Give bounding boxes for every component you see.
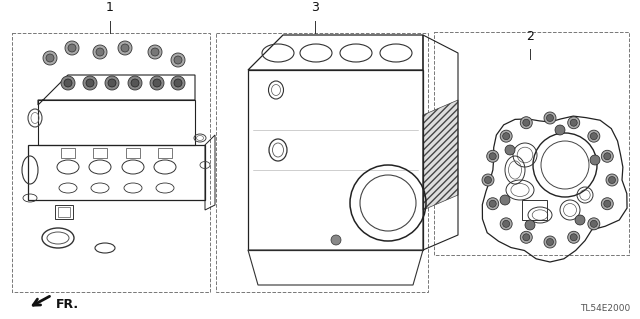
Circle shape [486, 198, 499, 210]
Circle shape [604, 153, 611, 160]
Circle shape [523, 119, 530, 126]
Circle shape [547, 239, 554, 246]
Text: 1: 1 [106, 1, 114, 14]
Bar [216, 33, 428, 292]
Text: 3: 3 [311, 1, 319, 14]
Circle shape [151, 48, 159, 56]
Circle shape [482, 174, 494, 186]
Circle shape [544, 112, 556, 124]
Circle shape [555, 125, 565, 135]
Circle shape [590, 155, 600, 165]
Circle shape [128, 76, 142, 90]
Circle shape [602, 150, 613, 162]
Bar [434, 32, 629, 255]
Text: TL54E2000: TL54E2000 [580, 304, 630, 313]
Circle shape [606, 174, 618, 186]
Bar [126, 148, 140, 158]
Circle shape [118, 41, 132, 55]
Circle shape [108, 79, 116, 87]
Circle shape [96, 48, 104, 56]
Circle shape [43, 51, 57, 65]
Circle shape [570, 234, 577, 241]
Circle shape [68, 44, 76, 52]
Circle shape [525, 220, 535, 230]
Circle shape [588, 130, 600, 142]
Circle shape [331, 235, 341, 245]
Circle shape [602, 198, 613, 210]
Bar [58, 207, 70, 217]
Bar [61, 148, 75, 158]
Circle shape [609, 176, 616, 183]
Circle shape [105, 76, 119, 90]
Circle shape [590, 133, 597, 140]
Circle shape [83, 76, 97, 90]
Circle shape [500, 130, 512, 142]
Circle shape [500, 195, 510, 205]
Circle shape [590, 220, 597, 227]
Circle shape [64, 79, 72, 87]
Text: 2: 2 [526, 30, 534, 43]
Circle shape [500, 218, 512, 230]
Circle shape [86, 79, 94, 87]
Circle shape [93, 45, 107, 59]
Circle shape [575, 215, 585, 225]
Circle shape [486, 150, 499, 162]
Circle shape [153, 79, 161, 87]
Circle shape [520, 231, 532, 243]
Bar [158, 148, 172, 158]
Circle shape [520, 117, 532, 129]
Circle shape [505, 145, 515, 155]
Bar [55, 205, 73, 219]
Circle shape [489, 200, 496, 207]
Circle shape [568, 231, 580, 243]
Circle shape [65, 41, 79, 55]
Circle shape [547, 115, 554, 122]
Circle shape [150, 76, 164, 90]
Circle shape [131, 79, 139, 87]
Circle shape [174, 56, 182, 64]
Bar [522, 200, 547, 220]
Circle shape [171, 53, 185, 67]
Text: FR.: FR. [56, 299, 79, 311]
Circle shape [544, 236, 556, 248]
Bar [93, 148, 107, 158]
Circle shape [61, 76, 75, 90]
Circle shape [148, 45, 162, 59]
Circle shape [568, 117, 580, 129]
Circle shape [174, 79, 182, 87]
Polygon shape [423, 100, 458, 210]
Circle shape [588, 218, 600, 230]
Circle shape [523, 234, 530, 241]
Circle shape [121, 44, 129, 52]
Circle shape [570, 119, 577, 126]
Circle shape [171, 76, 185, 90]
Circle shape [502, 220, 509, 227]
Circle shape [484, 176, 492, 183]
Circle shape [604, 200, 611, 207]
Bar [12, 33, 210, 292]
Circle shape [489, 153, 496, 160]
Circle shape [502, 133, 509, 140]
Circle shape [46, 54, 54, 62]
